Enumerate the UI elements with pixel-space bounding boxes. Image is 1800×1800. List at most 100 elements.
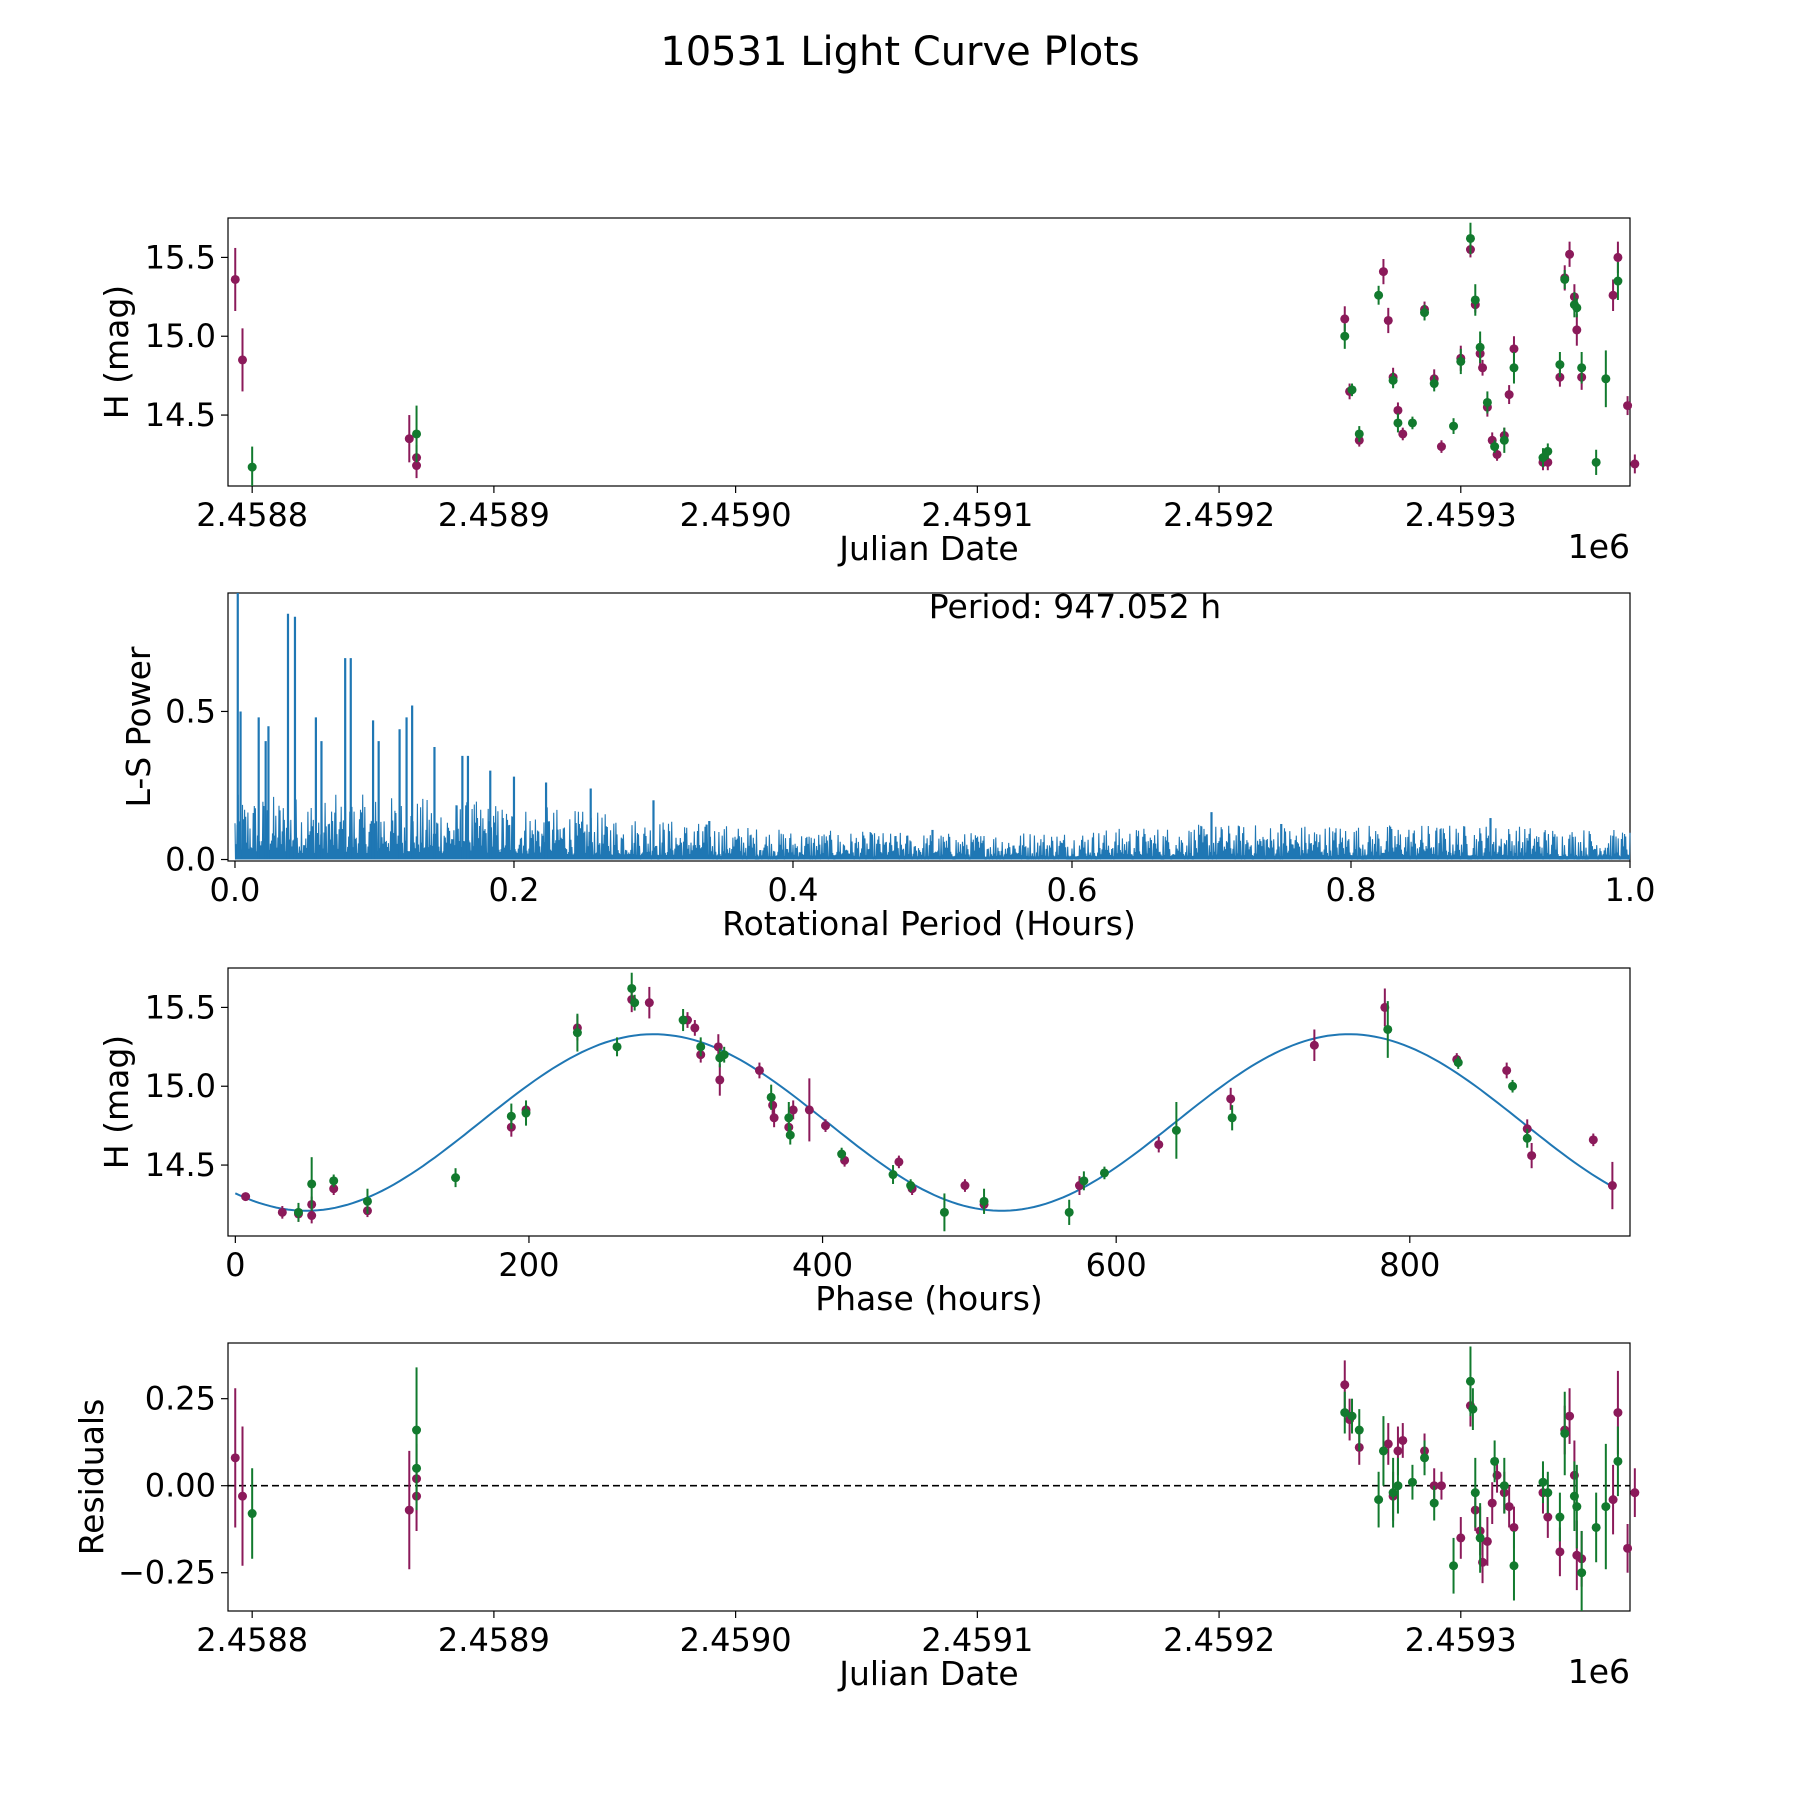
x-tick-label: 0.8 <box>1326 871 1377 909</box>
data-point-green <box>1407 1477 1417 1487</box>
period-annotation: Period: 947.052 h <box>929 587 1221 626</box>
data-point-purple <box>238 1491 248 1501</box>
data-point-purple <box>1487 1498 1497 1508</box>
data-point-green <box>939 1207 949 1217</box>
data-point-green <box>1490 1456 1500 1466</box>
data-point-purple <box>1398 429 1408 439</box>
plot-area-light-curve <box>227 217 1631 487</box>
x-tick-label: 200 <box>498 1246 559 1284</box>
data-point-green <box>362 1196 372 1206</box>
y-tick-label: 15.5 <box>145 238 216 276</box>
data-point-purple <box>1502 1065 1512 1075</box>
data-point-purple <box>715 1075 725 1085</box>
data-point-green <box>1465 1376 1475 1386</box>
data-point-purple <box>769 1113 779 1123</box>
data-point-green <box>1538 1477 1548 1487</box>
data-point-green <box>696 1042 706 1052</box>
data-point-green <box>1449 421 1459 431</box>
data-point-green <box>906 1181 916 1191</box>
y-tick-label: 0.25 <box>145 1380 216 1418</box>
x-tick-label: 600 <box>1086 1246 1147 1284</box>
data-point-purple <box>1608 290 1618 300</box>
data-point-purple <box>1607 1181 1617 1191</box>
data-point-green <box>1393 418 1403 428</box>
data-point-green <box>1388 1488 1398 1498</box>
data-point-green <box>506 1111 516 1121</box>
data-point-green <box>1079 1176 1089 1186</box>
y-tick-label: −0.25 <box>118 1554 216 1592</box>
data-point-green <box>521 1108 531 1118</box>
data-point-purple <box>1383 1439 1393 1449</box>
x-tick-label: 2.4592 <box>1163 1621 1275 1659</box>
data-point-green <box>1555 360 1565 370</box>
data-point-green <box>1475 342 1485 352</box>
data-point-green <box>1340 1408 1350 1418</box>
x-tick-label: 0.2 <box>489 871 540 909</box>
data-point-purple <box>1393 1446 1403 1456</box>
data-point-green <box>1577 1568 1587 1578</box>
panel-residuals: 2.4588 2.4589 2.4590 2.4591 2.4592 2.4593 −0.2… <box>72 1342 1640 1693</box>
data-point-green <box>1347 385 1357 395</box>
data-point-green <box>1509 363 1519 373</box>
data-point-green <box>785 1130 795 1140</box>
data-point-purple <box>230 1453 240 1463</box>
data-point-purple <box>1378 267 1388 277</box>
data-point-green <box>1543 1488 1553 1498</box>
data-point-purple <box>804 1105 814 1115</box>
x-tick-label: 0.6 <box>1047 871 1098 909</box>
data-point-purple <box>1623 401 1633 411</box>
x-tick-label: 2.4590 <box>680 496 792 534</box>
data-point-purple <box>277 1207 287 1217</box>
data-point-green <box>1508 1081 1518 1091</box>
x-tick-label: 2.4588 <box>196 496 308 534</box>
data-point-green <box>1470 1488 1480 1498</box>
data-point-green <box>1420 308 1430 318</box>
y-tick-label: 0.5 <box>165 692 216 730</box>
data-point-green <box>1465 233 1475 243</box>
data-point-green <box>1509 1561 1519 1571</box>
data-point-green <box>412 429 422 439</box>
data-point-purple <box>644 998 654 1008</box>
data-point-green <box>1378 1446 1388 1456</box>
data-point-purple <box>1504 390 1514 400</box>
xlabel-light-curve: Julian Date <box>837 529 1019 568</box>
data-point-purple <box>1398 1435 1408 1445</box>
y-tick-label: 14.5 <box>145 1146 216 1184</box>
data-point-purple <box>1608 1495 1618 1505</box>
plot-area-residuals <box>227 1342 1631 1612</box>
y-tick-label: 15.0 <box>145 317 216 355</box>
figure-title: 10531 Light Curve Plots <box>660 29 1139 75</box>
x-tick-label: 0 <box>225 1246 245 1284</box>
data-point-green <box>1555 1512 1565 1522</box>
data-point-purple <box>1383 315 1393 325</box>
data-point-green <box>1499 1481 1509 1491</box>
data-point-green <box>1064 1207 1074 1217</box>
data-point-green <box>1577 363 1587 373</box>
data-point-green <box>1453 1058 1463 1068</box>
data-point-green <box>784 1113 794 1123</box>
data-point-green <box>1490 442 1500 452</box>
data-point-green <box>1354 429 1364 439</box>
data-point-green <box>1522 1133 1532 1143</box>
data-point-green <box>247 1509 257 1519</box>
data-point-green <box>630 998 640 1008</box>
data-point-green <box>979 1196 989 1206</box>
x-tick-label: 400 <box>792 1246 853 1284</box>
data-point-green <box>1099 1168 1109 1178</box>
x-offset-light-curve: 1e6 <box>1568 527 1630 566</box>
data-point-purple <box>821 1121 831 1131</box>
data-point-purple <box>307 1211 317 1221</box>
data-point-green <box>572 1028 582 1038</box>
data-point-purple <box>412 461 422 471</box>
data-point-purple <box>1588 1135 1598 1145</box>
data-point-purple <box>1478 363 1488 373</box>
y-tick-label: 0.00 <box>145 1467 216 1505</box>
data-point-green <box>329 1176 339 1186</box>
data-point-purple <box>1393 405 1403 415</box>
x-tick-label: 800 <box>1379 1246 1440 1284</box>
data-point-green <box>1456 356 1466 366</box>
data-point-purple <box>329 1184 339 1194</box>
data-point-green <box>837 1149 847 1159</box>
data-point-green <box>1449 1561 1459 1571</box>
data-point-purple <box>1309 1040 1319 1050</box>
